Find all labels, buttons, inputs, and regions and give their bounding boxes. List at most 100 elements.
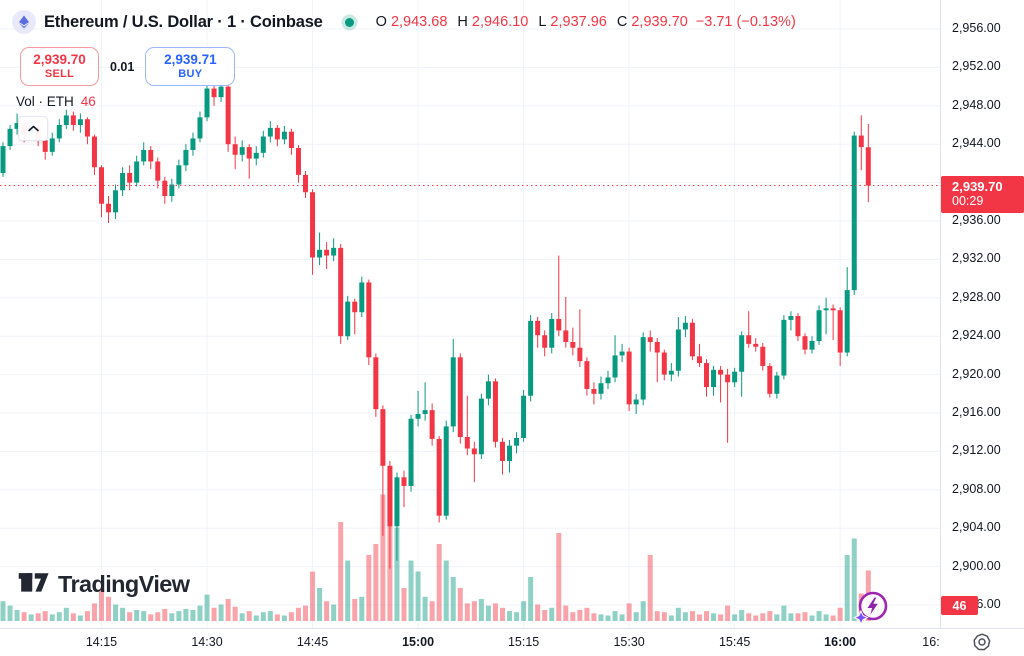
volume-bar[interactable]: [162, 608, 168, 621]
volume-bar[interactable]: [77, 615, 83, 622]
volume-bar[interactable]: [774, 614, 780, 621]
candle-body[interactable]: [14, 123, 20, 129]
sell-button[interactable]: 2,939.70 SELL: [20, 47, 99, 86]
volume-bar[interactable]: [352, 599, 358, 621]
candle-body[interactable]: [162, 180, 168, 197]
candle-body[interactable]: [415, 413, 421, 419]
volume-bar[interactable]: [408, 560, 414, 622]
volume-bar[interactable]: [781, 605, 787, 621]
candle-body[interactable]: [120, 173, 126, 191]
candle-body[interactable]: [542, 335, 548, 348]
candle-body[interactable]: [619, 351, 625, 356]
candle-body[interactable]: [668, 370, 674, 375]
candle-body[interactable]: [155, 161, 161, 181]
volume-bar[interactable]: [21, 612, 27, 621]
candle-body[interactable]: [492, 381, 498, 442]
volume-bar[interactable]: [260, 612, 266, 621]
candle-body[interactable]: [218, 86, 224, 98]
candle-body[interactable]: [253, 152, 259, 159]
candle-body[interactable]: [148, 149, 154, 162]
volume-bar[interactable]: [809, 615, 815, 622]
volume-bar[interactable]: [507, 611, 513, 621]
candle-body[interactable]: [387, 465, 393, 527]
candle-body[interactable]: [63, 115, 69, 125]
axis-settings-button[interactable]: [971, 632, 993, 654]
volume-bar[interactable]: [605, 615, 611, 622]
candle-body[interactable]: [380, 409, 386, 466]
candle-body[interactable]: [345, 301, 351, 337]
candle-body[interactable]: [225, 86, 231, 145]
candle-body[interactable]: [577, 347, 583, 362]
candle-body[interactable]: [809, 341, 815, 350]
candle-body[interactable]: [535, 320, 541, 336]
candle-body[interactable]: [239, 147, 245, 155]
candle-body[interactable]: [0, 146, 6, 173]
volume-bar[interactable]: [464, 603, 470, 621]
candle-body[interactable]: [443, 426, 449, 516]
volume-bar[interactable]: [295, 607, 301, 621]
volume-bar[interactable]: [556, 533, 562, 621]
volume-bar[interactable]: [816, 611, 822, 621]
candle-body[interactable]: [499, 441, 505, 461]
volume-bar[interactable]: [542, 610, 548, 621]
candle-body[interactable]: [281, 131, 287, 140]
candle-body[interactable]: [837, 310, 843, 353]
candle-body[interactable]: [556, 318, 562, 331]
volume-bar[interactable]: [246, 611, 252, 621]
candle-body[interactable]: [267, 127, 273, 137]
candle-body[interactable]: [141, 149, 147, 162]
candle-body[interactable]: [647, 337, 653, 342]
volume-bar[interactable]: [570, 612, 576, 621]
candle-body[interactable]: [113, 190, 119, 213]
candle-body[interactable]: [232, 144, 238, 155]
flash-trade-button[interactable]: [851, 587, 893, 629]
volume-bar[interactable]: [0, 601, 6, 621]
volume-bar[interactable]: [704, 611, 709, 621]
candle-body[interactable]: [584, 361, 590, 389]
volume-bar[interactable]: [563, 605, 569, 621]
candle-body[interactable]: [134, 161, 140, 183]
candle-body[interactable]: [675, 329, 681, 371]
candle-body[interactable]: [77, 119, 83, 125]
candle-body[interactable]: [654, 341, 660, 353]
volume-bar[interactable]: [253, 615, 259, 622]
candle-body[interactable]: [781, 319, 787, 376]
candle-body[interactable]: [528, 320, 534, 396]
candle-body[interactable]: [464, 437, 470, 449]
volume-bar[interactable]: [415, 571, 421, 622]
volume-bar[interactable]: [331, 604, 337, 622]
candle-body[interactable]: [176, 165, 182, 185]
volume-bar[interactable]: [317, 588, 323, 621]
candle-body[interactable]: [563, 330, 569, 342]
volume-bar[interactable]: [267, 611, 273, 621]
volume-bar[interactable]: [682, 612, 688, 621]
volume-bar[interactable]: [760, 613, 766, 621]
candle-body[interactable]: [830, 308, 836, 311]
volume-bar[interactable]: [535, 604, 541, 622]
volume-bar[interactable]: [626, 603, 632, 621]
volume-bar[interactable]: [303, 605, 309, 621]
volume-bar[interactable]: [675, 607, 681, 621]
buy-button[interactable]: 2,939.71 BUY: [145, 47, 236, 86]
candle-body[interactable]: [42, 140, 48, 152]
volume-bar[interactable]: [56, 612, 62, 621]
candle-body[interactable]: [682, 322, 688, 330]
volume-bar[interactable]: [591, 613, 597, 621]
candle-body[interactable]: [795, 316, 801, 337]
candle-body[interactable]: [507, 445, 513, 461]
volume-bar[interactable]: [528, 577, 534, 621]
candle-body[interactable]: [823, 308, 829, 311]
candle-body[interactable]: [359, 282, 365, 313]
volume-bar[interactable]: [42, 611, 48, 621]
candle-body[interactable]: [696, 356, 702, 364]
candle-body[interactable]: [317, 249, 323, 258]
candle-body[interactable]: [436, 438, 442, 516]
volume-bar[interactable]: [746, 613, 752, 621]
candle-body[interactable]: [732, 371, 738, 383]
time-axis[interactable]: 14:15 14:30 14:45 15:00 15:15 15:30 15:45 16:00…: [0, 629, 1024, 656]
volume-bar[interactable]: [359, 596, 365, 621]
candles-layer[interactable]: [0, 68, 871, 569]
volume-bar[interactable]: [380, 494, 386, 622]
volume-bar[interactable]: [218, 604, 224, 622]
volume-bar[interactable]: [802, 612, 808, 621]
